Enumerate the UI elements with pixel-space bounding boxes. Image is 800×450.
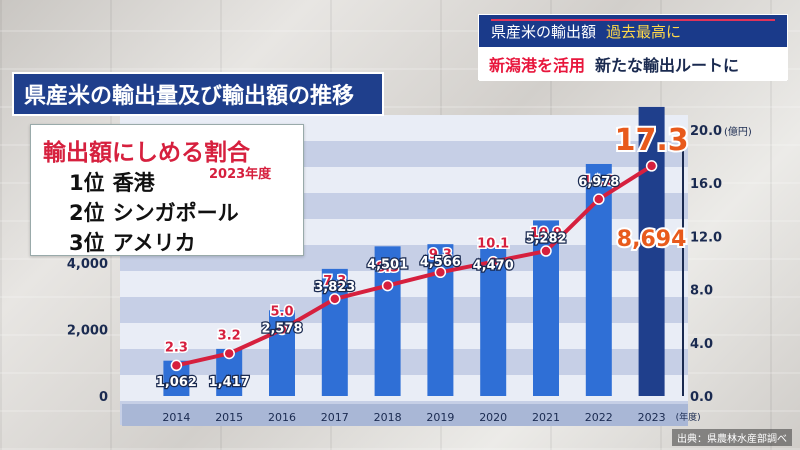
rank-label: 2位: [69, 201, 105, 225]
x-tick-label: 2016: [268, 411, 296, 424]
x-tick-label: 2021: [532, 411, 560, 424]
amount-point: [223, 347, 235, 360]
share-info-year: 2023年度: [209, 167, 272, 182]
amount-point: [434, 266, 447, 279]
amount-label: 7.3: [323, 274, 346, 289]
news-line-2: 新潟港を活用 新たな輸出ルートに: [479, 47, 787, 81]
amount-label: 10.1: [477, 237, 509, 252]
x-tick-label: 2018: [374, 411, 402, 424]
amount-label: 8.3: [376, 261, 399, 276]
rank-label: 1位: [69, 171, 105, 195]
news-line-2-rest: 新たな輸出ルートに: [595, 56, 740, 75]
bar-2023: [638, 106, 665, 396]
right-axis-tick-label: 20.0: [690, 124, 722, 139]
left-axis-tick-label: 0: [99, 390, 108, 405]
right-axis-tick-label: 0.0: [690, 390, 713, 405]
volume-label: 4,566: [420, 255, 461, 270]
rank-item-1: 1位 香港: [69, 167, 155, 197]
news-line-1-main: 県産米の輸出額: [491, 22, 597, 41]
rank-country: シンガポール: [112, 201, 239, 225]
amount-label: 5.0: [270, 305, 293, 320]
volume-label: 8,694: [617, 227, 687, 252]
amount-point: [487, 255, 499, 268]
amount-point: [170, 359, 183, 372]
amount-point: [645, 160, 658, 172]
rank-item-3: 3位 アメリカ: [69, 227, 196, 257]
page-title-text: 県産米の輸出量及び輸出額の推移: [24, 84, 355, 109]
amount-label: 14.8: [583, 174, 615, 189]
rank-item-2: 2位 シンガポール: [69, 197, 239, 227]
right-axis-tick-label: 4.0: [690, 337, 713, 352]
x-tick-label: 2023: [638, 411, 666, 424]
volume-label: 4,501: [367, 257, 408, 272]
amount-point: [593, 193, 605, 205]
right-axis-unit: (億円): [724, 125, 752, 138]
left-axis-tick-label: 2,000: [67, 324, 108, 339]
amount-label: 3.2: [218, 328, 241, 343]
rank-country: アメリカ: [112, 231, 196, 255]
amount-label: 9.3: [429, 247, 452, 262]
right-axis-tick-label: 16.0: [690, 177, 722, 192]
x-tick-label: 2019: [426, 411, 454, 424]
news-accent-bar: [491, 19, 775, 21]
x-tick-label: 2017: [321, 411, 349, 424]
news-line-2-tag: 新潟港を活用: [489, 56, 586, 75]
news-caption-box: 県産米の輸出額 過去最高に 新潟港を活用 新たな輸出ルートに: [478, 14, 788, 81]
volume-label: 1,417: [209, 375, 250, 390]
share-info-box: 輸出額にしめる割合 2023年度 1位 香港 2位 シンガポール 3位 アメリカ: [30, 124, 304, 256]
x-axis-band: [122, 404, 688, 426]
bar-2020: [480, 247, 507, 396]
amount-label: 2.3: [165, 340, 188, 355]
volume-label: 1,062: [156, 375, 197, 390]
amount-label: 17.3: [615, 123, 689, 158]
share-info-title: 輸出額にしめる割合: [43, 140, 250, 166]
x-tick-label: 2015: [215, 411, 243, 424]
volume-label: 5,282: [525, 231, 566, 246]
news-line-1: 県産米の輸出額 過去最高に: [479, 15, 787, 47]
volume-label: 2,578: [261, 321, 302, 336]
bar-2018: [374, 246, 401, 396]
page-title: 県産米の輸出量及び輸出額の推移: [12, 72, 384, 116]
left-axis-tick-label: 4,000: [67, 257, 108, 272]
volume-label: 6,978: [578, 175, 619, 190]
volume-label: 4,470: [473, 258, 514, 273]
amount-point: [276, 323, 288, 336]
x-tick-label: 2020: [479, 411, 507, 424]
x-tick-label: 2014: [162, 411, 190, 424]
amount-point: [381, 279, 394, 292]
x-axis-unit: (年度): [676, 411, 701, 423]
right-axis-tick-label: 12.0: [690, 230, 722, 245]
x-tick-label: 2022: [585, 411, 613, 424]
bar-2017: [321, 268, 348, 396]
amount-point: [540, 245, 552, 257]
rank-label: 3位: [69, 231, 105, 255]
volume-label: 3,823: [314, 280, 355, 295]
news-line-1-highlight: 過去最高に: [606, 22, 682, 41]
right-axis-tick-label: 8.0: [690, 284, 713, 299]
amount-line: [175, 164, 653, 368]
amount-point: [329, 293, 341, 305]
source-note: 出典：県農林水産部調べ: [672, 429, 792, 446]
amount-label: 10.9: [530, 226, 562, 241]
rank-country: 香港: [112, 171, 155, 195]
